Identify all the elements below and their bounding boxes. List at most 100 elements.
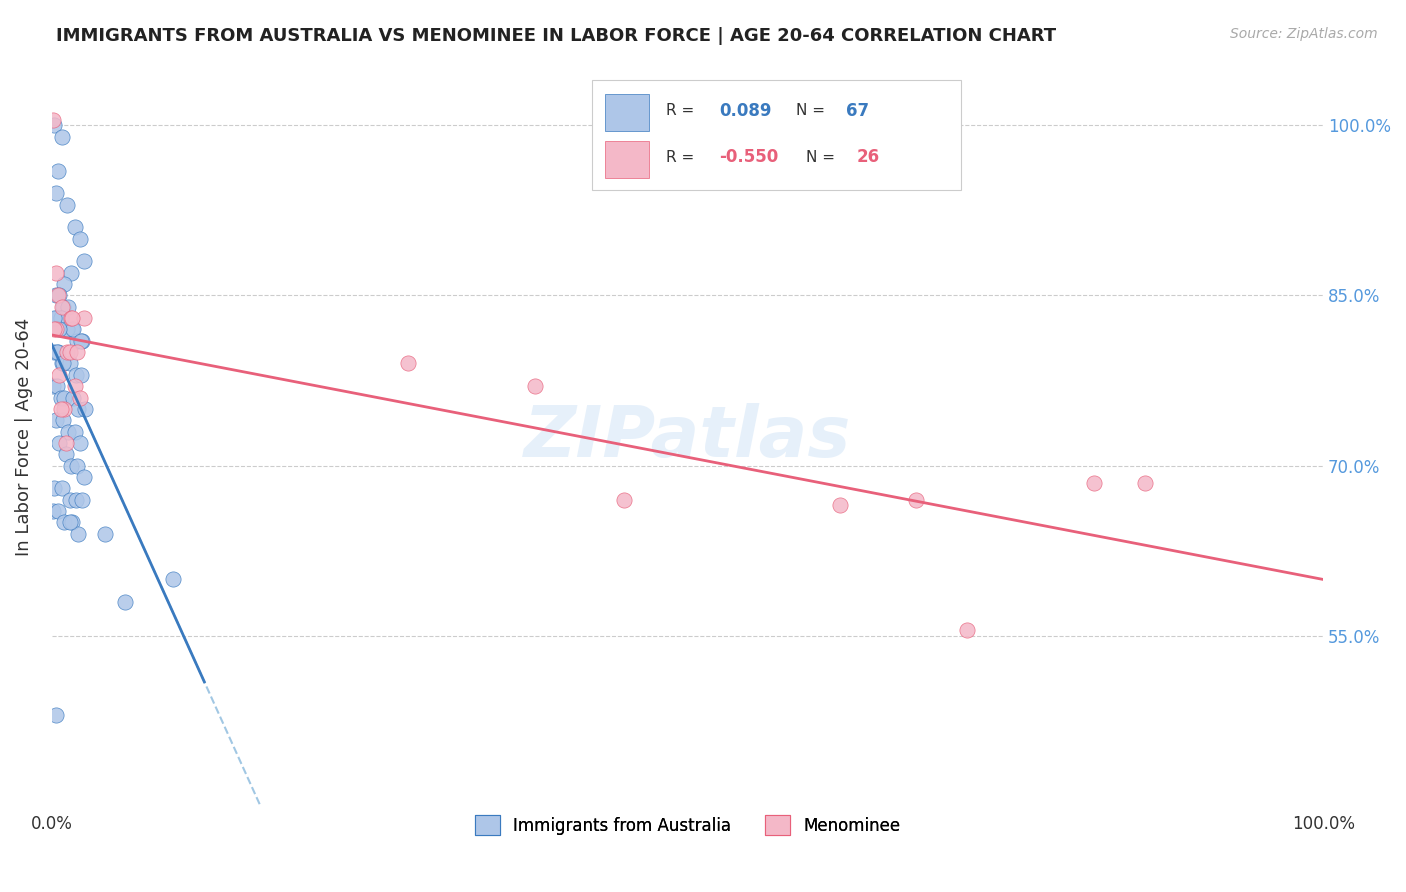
Text: 0.0%: 0.0% — [31, 815, 73, 833]
Point — [56, 322, 79, 336]
Point — [63, 379, 86, 393]
Point — [58, 300, 80, 314]
Text: N =: N = — [796, 103, 824, 118]
Point — [69, 391, 91, 405]
Text: 0.089: 0.089 — [720, 102, 772, 120]
Point — [70, 334, 93, 348]
Point — [55, 447, 77, 461]
Point — [66, 334, 89, 348]
Point — [52, 357, 75, 371]
Point — [1083, 475, 1105, 490]
Point — [44, 345, 66, 359]
Point — [66, 345, 89, 359]
Point — [58, 492, 80, 507]
Point — [67, 526, 90, 541]
Point — [46, 504, 69, 518]
Point — [63, 220, 86, 235]
Point — [51, 357, 73, 371]
Point — [613, 492, 636, 507]
Point — [44, 322, 66, 336]
Point — [45, 311, 67, 326]
Point — [44, 481, 66, 495]
Text: R =: R = — [666, 150, 695, 164]
Text: 100.0%: 100.0% — [1292, 815, 1354, 833]
Point — [46, 163, 69, 178]
Text: N =: N = — [806, 150, 835, 164]
Legend: Immigrants from Australia, Menominee: Immigrants from Australia, Menominee — [468, 808, 907, 842]
Point — [59, 311, 82, 326]
Point — [63, 425, 86, 439]
Point — [59, 458, 82, 473]
Text: ZIPatlas: ZIPatlas — [524, 402, 851, 472]
Point — [51, 129, 73, 144]
Point — [45, 266, 67, 280]
Point — [55, 322, 77, 336]
Point — [905, 492, 928, 507]
Point — [56, 197, 79, 211]
Point — [51, 300, 73, 314]
Point — [48, 368, 70, 382]
Point — [956, 623, 979, 637]
Point — [72, 334, 94, 348]
Point — [49, 391, 72, 405]
Point — [56, 345, 79, 359]
Point — [45, 708, 67, 723]
Point — [49, 311, 72, 326]
Point — [42, 112, 65, 127]
Point — [45, 186, 67, 201]
Point — [70, 368, 93, 382]
FancyBboxPatch shape — [605, 141, 650, 178]
Point — [45, 322, 67, 336]
Point — [60, 322, 83, 336]
Point — [60, 311, 83, 326]
Point — [45, 413, 67, 427]
Point — [72, 254, 94, 268]
Point — [49, 401, 72, 416]
Point — [42, 379, 65, 393]
Point — [396, 357, 419, 371]
Point — [45, 379, 67, 393]
Point — [52, 300, 75, 314]
Point — [65, 368, 87, 382]
Point — [72, 311, 94, 326]
FancyBboxPatch shape — [605, 95, 650, 131]
Point — [67, 401, 90, 416]
Point — [60, 516, 83, 530]
Point — [49, 311, 72, 326]
Point — [52, 413, 75, 427]
Point — [46, 345, 69, 359]
Point — [48, 322, 70, 336]
Point — [53, 516, 76, 530]
Point — [46, 288, 69, 302]
Point — [53, 391, 76, 405]
Text: Source: ZipAtlas.com: Source: ZipAtlas.com — [1230, 27, 1378, 41]
Point — [45, 311, 67, 326]
Point — [53, 277, 76, 291]
Point — [42, 504, 65, 518]
Point — [73, 401, 96, 416]
Text: R =: R = — [666, 103, 695, 118]
Point — [58, 345, 80, 359]
Point — [1133, 475, 1156, 490]
Point — [44, 118, 66, 132]
Point — [523, 379, 546, 393]
Point — [58, 357, 80, 371]
Point — [59, 266, 82, 280]
Point — [44, 311, 66, 326]
Text: 67: 67 — [846, 102, 869, 120]
Point — [65, 492, 87, 507]
Point — [62, 391, 84, 405]
Point — [162, 572, 184, 586]
Point — [828, 498, 851, 512]
FancyBboxPatch shape — [592, 79, 960, 190]
Point — [45, 345, 67, 359]
Point — [45, 288, 67, 302]
Point — [58, 516, 80, 530]
Text: IMMIGRANTS FROM AUSTRALIA VS MENOMINEE IN LABOR FORCE | AGE 20-64 CORRELATION CH: IMMIGRANTS FROM AUSTRALIA VS MENOMINEE I… — [56, 27, 1056, 45]
Point — [53, 401, 76, 416]
Point — [72, 470, 94, 484]
Point — [114, 595, 136, 609]
Point — [48, 436, 70, 450]
Y-axis label: In Labor Force | Age 20-64: In Labor Force | Age 20-64 — [15, 318, 32, 557]
Point — [69, 232, 91, 246]
